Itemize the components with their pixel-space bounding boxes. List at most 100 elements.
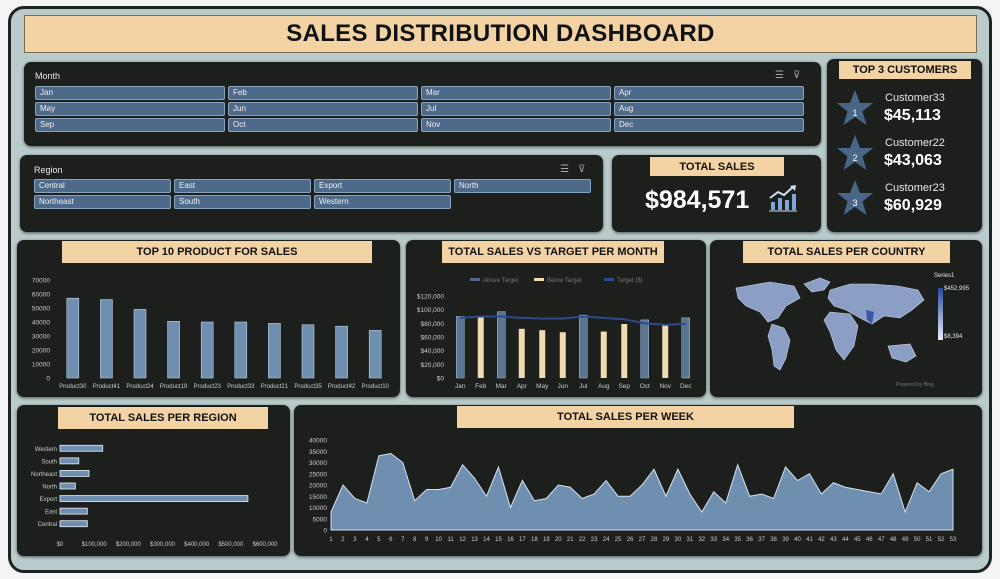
region-option-east[interactable]: East [174,179,311,193]
below-target-bar[interactable] [539,330,546,378]
below-target-bar[interactable] [662,325,669,378]
y-tick-label: 15000 [309,494,327,501]
rank-number: 3 [852,198,857,208]
region-sales-panel [17,405,290,556]
weekly-sales-chart: 40000 35000 30000 25000 20000 15000 10000 5000 0… [309,438,957,544]
below-target-bar[interactable] [559,332,566,378]
month-option-sep[interactable]: Sep [35,118,225,132]
x-tick-label: Product41 [93,384,121,390]
clear-filter-icon[interactable]: ⊽ [578,164,586,175]
region-option-central[interactable]: Central [34,179,171,193]
month-option-jul[interactable]: Jul [421,102,611,116]
y-tick-label: 50000 [32,306,50,313]
below-target-bar[interactable] [621,324,628,378]
region-bar[interactable] [59,457,80,465]
y-tick-label: $0 [437,376,445,383]
region-bar[interactable] [59,470,90,477]
x-tick-label: 50 [914,537,921,543]
product-bar[interactable] [335,325,348,379]
x-tick-label: 31 [687,537,694,543]
x-tick-label: Product33 [227,384,255,390]
product-bar[interactable] [268,323,281,379]
month-option-aug[interactable]: Aug [614,102,804,116]
above-target-bar[interactable] [456,316,465,379]
region-option-northeast[interactable]: Northeast [34,195,171,209]
month-option-feb[interactable]: Feb [228,86,418,100]
x-tick-label: $500,000 [218,542,244,548]
month-option-jun[interactable]: Jun [228,102,418,116]
multi-select-icon[interactable]: ☰ [775,70,784,81]
x-tick-label: 35 [734,537,741,543]
region-bar[interactable] [59,482,76,490]
x-tick-label: 28 [651,537,658,543]
x-tick-label: 46 [866,537,873,543]
region-option-north[interactable]: North [454,179,591,193]
region-bar[interactable] [59,444,104,452]
month-option-oct[interactable]: Oct [228,118,418,132]
below-target-bar[interactable] [477,316,484,379]
month-option-dec[interactable]: Dec [614,118,804,132]
x-tick-label: Nov [659,383,671,390]
product-bar[interactable] [66,297,80,379]
target-line [460,315,686,326]
top-customers-title: TOP 3 CUSTOMERS [839,61,971,79]
customer-name: Customer22 [885,137,945,149]
product-bar[interactable] [200,321,214,379]
month-option-apr[interactable]: Apr [614,86,804,100]
month-option-jan[interactable]: Jan [35,86,225,100]
x-tick-label: 9 [425,537,429,543]
region-option-western[interactable]: Western [314,195,451,209]
region-bar[interactable] [59,520,88,528]
above-target-bar[interactable] [640,319,649,379]
customer-sales-value: $60,929 [884,197,942,214]
x-tick-label: 22 [579,537,586,543]
above-target-bar[interactable] [579,314,588,379]
x-tick-label: May [536,383,549,390]
product-bar[interactable] [301,324,315,379]
weekly-sales-area[interactable] [330,452,954,531]
legend-swatch [534,278,544,281]
product-bar[interactable] [234,321,248,379]
map-footer: Powered by Bing [896,382,934,388]
below-target-bar[interactable] [600,331,607,378]
region-sales-title: TOTAL SALES PER REGION [58,407,268,429]
region-option-export[interactable]: Export [314,179,451,193]
rank-star-icon: 1 [837,90,873,125]
below-target-bar[interactable] [518,328,525,378]
region-bar[interactable] [59,507,88,515]
x-tick-label: 21 [567,537,574,543]
world-map [735,277,925,371]
region-option-south[interactable]: South [174,195,311,209]
x-tick-label: Jun [558,383,569,390]
x-tick-label: Mar [496,383,508,390]
y-tick-label: $60,000 [421,335,445,342]
multi-select-icon[interactable]: ☰ [560,164,569,175]
x-tick-label: 6 [389,537,393,543]
product-bar[interactable] [100,299,113,379]
y-tick-label: 0 [46,376,50,383]
x-tick-label: Product10 [362,384,390,390]
y-tick-label: $80,000 [421,321,445,328]
month-option-nov[interactable]: Nov [421,118,611,132]
region-bar[interactable] [59,495,249,502]
x-tick-label: 49 [902,537,909,543]
product-bar[interactable] [368,330,382,379]
x-tick-label: 52 [938,537,945,543]
customer-sales-value: $45,113 [884,107,941,124]
x-tick-label: Product23 [194,384,222,390]
x-tick-label: 13 [471,537,478,543]
x-tick-label: 17 [519,537,526,543]
month-option-mar[interactable]: Mar [421,86,611,100]
total-sales-title: TOTAL SALES [650,157,784,176]
product-bar[interactable] [133,309,147,379]
x-tick-label: 37 [758,537,765,543]
month-option-may[interactable]: May [35,102,225,116]
y-tick-label: North [42,485,57,491]
x-tick-label: Aug [598,383,610,390]
clear-filter-icon[interactable]: ⊽ [793,70,801,81]
above-target-bar[interactable] [497,311,506,379]
product-bar[interactable] [167,320,180,379]
y-tick-label: 20000 [309,483,327,490]
above-target-bar[interactable] [681,317,690,379]
page-title: SALES DISTRIBUTION DASHBOARD [24,15,977,53]
